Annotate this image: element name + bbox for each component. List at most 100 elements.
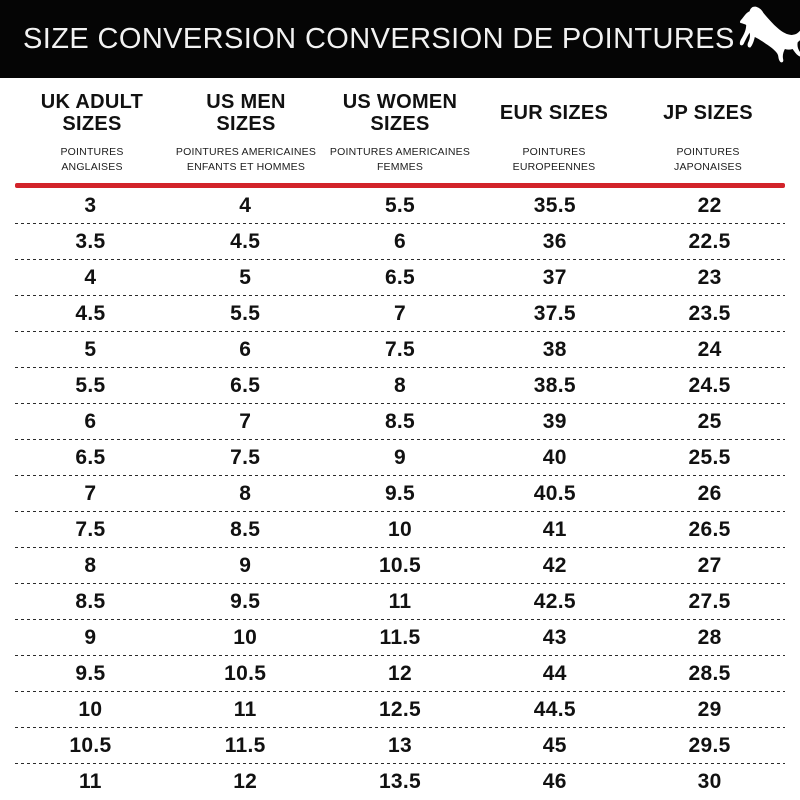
size-cell: 24.5 — [688, 374, 731, 398]
size-cell: 26 — [697, 482, 722, 506]
puma-logo-icon — [735, 5, 800, 74]
column-subtitle: POINTURES EUROPEENNES — [477, 145, 631, 174]
table-row: 5 6 7.5 38 24 — [13, 332, 787, 369]
column-title: UK ADULT SIZES — [15, 88, 169, 138]
size-cell: 8.5 — [384, 410, 416, 434]
size-cell: 6.5 — [75, 446, 106, 470]
column-subtitle-line: ANGLAISES — [61, 160, 123, 173]
size-cell: 7 — [394, 302, 406, 326]
column-subtitle: POINTURES AMERICAINES ENFANTS ET HOMMES — [169, 145, 323, 174]
size-cell: 25 — [697, 410, 722, 434]
size-cell: 4.5 — [230, 230, 261, 254]
table-body: 3 4 5.5 35.5 22 3.5 4.5 6 36 22.5 4 5 6.5 37 23 4.5 5.5 7… — [0, 188, 800, 800]
header-bar: SIZE CONVERSION CONVERSION DE POINTURES — [0, 0, 800, 78]
size-conversion-table: UK ADULT SIZES POINTURES ANGLAISES US MEN SIZ… — [0, 78, 800, 800]
size-cell: 7 — [84, 482, 97, 506]
table-row: 10 11 12.5 44.5 29 — [13, 692, 787, 729]
size-cell: 23.5 — [688, 302, 731, 326]
size-cell: 39 — [542, 410, 567, 434]
column-title-line: SIZES — [216, 113, 276, 135]
column-subtitle-line: EUROPEENNES — [512, 160, 596, 173]
size-cell: 6 — [394, 230, 406, 254]
size-cell: 29.5 — [688, 734, 731, 758]
size-cell: 6.5 — [230, 374, 261, 398]
size-cell: 7.5 — [230, 446, 261, 470]
size-cell: 10.5 — [224, 662, 267, 686]
column-title: JP SIZES — [631, 88, 785, 138]
size-cell: 43 — [542, 626, 567, 650]
table-row: 8 9 10.5 42 27 — [13, 548, 787, 585]
size-cell: 7 — [239, 410, 252, 434]
table-row: 11 12 13.5 46 30 — [13, 764, 787, 800]
column-subtitle-line: POINTURES — [60, 146, 124, 158]
table-row: 4.5 5.5 7 37.5 23.5 — [13, 296, 787, 333]
table-row: 6 7 8.5 39 25 — [13, 404, 787, 441]
size-cell: 3.5 — [75, 230, 106, 254]
table-row: 7.5 8.5 10 41 26.5 — [13, 512, 787, 549]
table-row: 5.5 6.5 8 38.5 24.5 — [13, 368, 787, 405]
column-title-line: EUR SIZES — [499, 102, 609, 124]
size-cell: 45 — [542, 734, 567, 758]
column-subtitle-line: POINTURES — [676, 146, 740, 158]
size-cell: 10.5 — [378, 554, 422, 578]
size-cell: 11.5 — [379, 626, 421, 650]
column-title-line: US MEN — [206, 91, 286, 113]
size-cell: 9 — [84, 626, 97, 650]
size-cell: 23 — [697, 266, 722, 290]
size-cell: 5.5 — [384, 194, 416, 218]
column-subtitle-line: POINTURES AMERICAINES — [175, 146, 317, 158]
column-header: US MEN SIZES POINTURES AMERICAINES ENFANTS … — [169, 88, 323, 174]
size-cell: 30 — [697, 770, 722, 794]
table-row: 6.5 7.5 9 40 25.5 — [13, 440, 787, 477]
table-row: 4 5 6.5 37 23 — [13, 260, 787, 297]
size-cell: 10 — [233, 626, 258, 650]
size-cell: 10 — [78, 698, 103, 722]
size-cell: 38 — [542, 338, 567, 362]
size-cell: 9.5 — [230, 590, 261, 614]
size-cell: 3 — [84, 194, 97, 218]
column-subtitle-line: POINTURES — [522, 146, 586, 158]
size-cell: 38.5 — [533, 374, 576, 398]
size-cell: 26.5 — [688, 518, 731, 542]
size-cell: 6 — [84, 410, 97, 434]
size-cell: 46 — [542, 770, 567, 794]
size-cell: 35.5 — [533, 194, 576, 218]
column-title-line: SIZES — [370, 113, 430, 135]
column-subtitle-line: POINTURES AMERICAINES — [329, 146, 471, 158]
size-cell: 37.5 — [533, 302, 576, 326]
size-cell: 5 — [84, 338, 97, 362]
size-cell: 4 — [84, 266, 97, 290]
table-row: 3 4 5.5 35.5 22 — [13, 188, 787, 225]
column-subtitle-line: ENFANTS ET HOMMES — [186, 160, 306, 173]
size-cell: 36 — [542, 230, 567, 254]
size-cell: 37 — [542, 266, 567, 290]
column-header: EUR SIZES POINTURES EUROPEENNES — [477, 88, 631, 174]
size-cell: 8.5 — [230, 518, 261, 542]
size-cell: 10 — [388, 518, 412, 542]
column-header: UK ADULT SIZES POINTURES ANGLAISES — [15, 88, 169, 174]
size-cell: 10.5 — [69, 734, 112, 758]
column-title-line: JP SIZES — [663, 102, 753, 124]
size-cell: 9.5 — [75, 662, 106, 686]
column-subtitle: POINTURES JAPONAISES — [631, 145, 785, 174]
size-cell: 11.5 — [224, 734, 266, 758]
size-cell: 12.5 — [378, 698, 422, 722]
size-cell: 7.5 — [384, 338, 416, 362]
table-row: 9.5 10.5 12 44 28.5 — [13, 656, 787, 693]
size-cell: 44 — [542, 662, 567, 686]
size-cell: 6 — [239, 338, 252, 362]
page-title: SIZE CONVERSION CONVERSION DE POINTURES — [23, 22, 735, 55]
size-cell: 6.5 — [384, 266, 416, 290]
size-cell: 7.5 — [75, 518, 106, 542]
size-cell: 28.5 — [688, 662, 731, 686]
size-cell: 4 — [239, 194, 252, 218]
column-header: JP SIZES POINTURES JAPONAISES — [631, 88, 785, 174]
size-cell: 11 — [78, 770, 102, 794]
size-cell: 8 — [239, 482, 252, 506]
size-cell: 24 — [697, 338, 722, 362]
size-cell: 12 — [233, 770, 258, 794]
size-cell: 5 — [239, 266, 252, 290]
table-row: 3.5 4.5 6 36 22.5 — [13, 224, 787, 261]
column-title: US WOMEN SIZES — [323, 88, 477, 138]
